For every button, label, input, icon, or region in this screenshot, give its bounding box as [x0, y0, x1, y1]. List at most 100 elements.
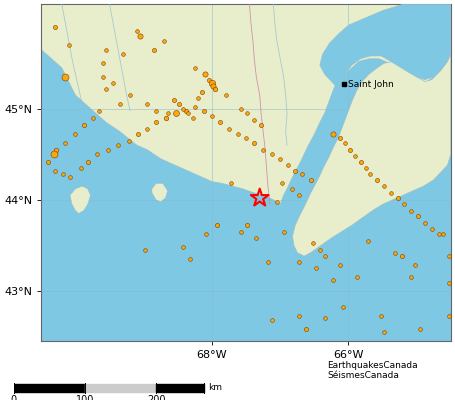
Point: [330, 277, 337, 283]
Point: [234, 131, 242, 138]
Point: [278, 180, 285, 187]
Point: [105, 146, 112, 153]
Point: [408, 274, 415, 280]
Point: [337, 135, 344, 141]
Point: [367, 171, 374, 178]
Point: [309, 240, 317, 247]
Point: [346, 146, 354, 153]
Polygon shape: [320, 4, 451, 89]
Point: [89, 115, 96, 121]
Point: [412, 262, 419, 268]
Point: [94, 151, 101, 158]
Point: [189, 115, 197, 121]
Point: [72, 131, 79, 138]
Point: [77, 165, 85, 171]
Point: [380, 328, 388, 335]
Point: [380, 183, 388, 189]
Point: [446, 313, 453, 320]
Point: [321, 253, 328, 259]
Point: [312, 265, 319, 271]
Point: [182, 108, 190, 114]
Point: [84, 158, 91, 165]
Point: [61, 74, 69, 80]
Point: [421, 219, 429, 226]
Point: [256, 195, 263, 201]
Point: [398, 253, 405, 259]
Text: 100: 100: [76, 395, 94, 400]
Point: [143, 101, 151, 108]
Point: [195, 95, 202, 101]
Point: [191, 104, 198, 110]
Point: [321, 315, 328, 321]
Text: km: km: [208, 384, 222, 392]
Point: [244, 222, 251, 228]
Point: [435, 231, 442, 238]
Point: [187, 256, 194, 262]
Point: [415, 213, 422, 219]
Point: [53, 146, 60, 153]
Polygon shape: [293, 54, 451, 256]
Point: [51, 24, 59, 30]
Point: [212, 86, 219, 92]
Polygon shape: [70, 186, 91, 214]
Point: [61, 140, 69, 146]
Point: [152, 119, 160, 126]
Point: [268, 317, 276, 323]
Point: [264, 258, 272, 265]
Point: [80, 122, 87, 128]
Point: [125, 138, 132, 144]
Point: [243, 135, 250, 141]
Point: [446, 280, 453, 287]
Point: [109, 80, 116, 86]
Point: [289, 186, 296, 192]
Point: [180, 244, 187, 250]
Point: [387, 189, 394, 196]
Text: 200: 200: [147, 395, 165, 400]
Point: [330, 131, 337, 138]
Point: [143, 126, 151, 132]
Point: [446, 253, 453, 259]
Point: [171, 96, 178, 103]
Point: [416, 326, 424, 332]
Point: [66, 174, 74, 180]
Point: [401, 201, 408, 208]
Point: [362, 165, 369, 171]
Point: [273, 198, 280, 205]
Point: [280, 228, 287, 235]
Point: [364, 238, 371, 244]
Point: [307, 176, 314, 183]
Point: [136, 33, 144, 39]
Point: [126, 92, 134, 98]
Point: [161, 37, 168, 44]
Point: [99, 74, 106, 80]
Point: [341, 140, 349, 146]
Point: [135, 131, 142, 138]
Point: [316, 247, 324, 253]
Point: [225, 126, 233, 132]
Point: [202, 71, 209, 78]
Point: [258, 122, 265, 128]
Point: [296, 258, 303, 265]
Point: [222, 92, 229, 98]
Point: [50, 151, 57, 158]
Point: [205, 76, 212, 83]
Point: [150, 46, 157, 53]
Point: [203, 231, 210, 238]
Point: [408, 208, 415, 214]
Point: [253, 235, 260, 241]
Point: [184, 110, 192, 116]
Point: [142, 247, 149, 253]
Text: 0: 0: [10, 395, 17, 400]
Point: [152, 108, 160, 114]
Point: [237, 106, 244, 112]
Point: [378, 313, 385, 320]
Point: [439, 231, 446, 238]
Point: [116, 101, 123, 108]
Point: [251, 116, 258, 123]
Bar: [85, 384, 156, 392]
Point: [237, 228, 244, 235]
Point: [285, 162, 292, 168]
Point: [102, 86, 110, 92]
Point: [259, 146, 267, 153]
Point: [45, 158, 52, 165]
